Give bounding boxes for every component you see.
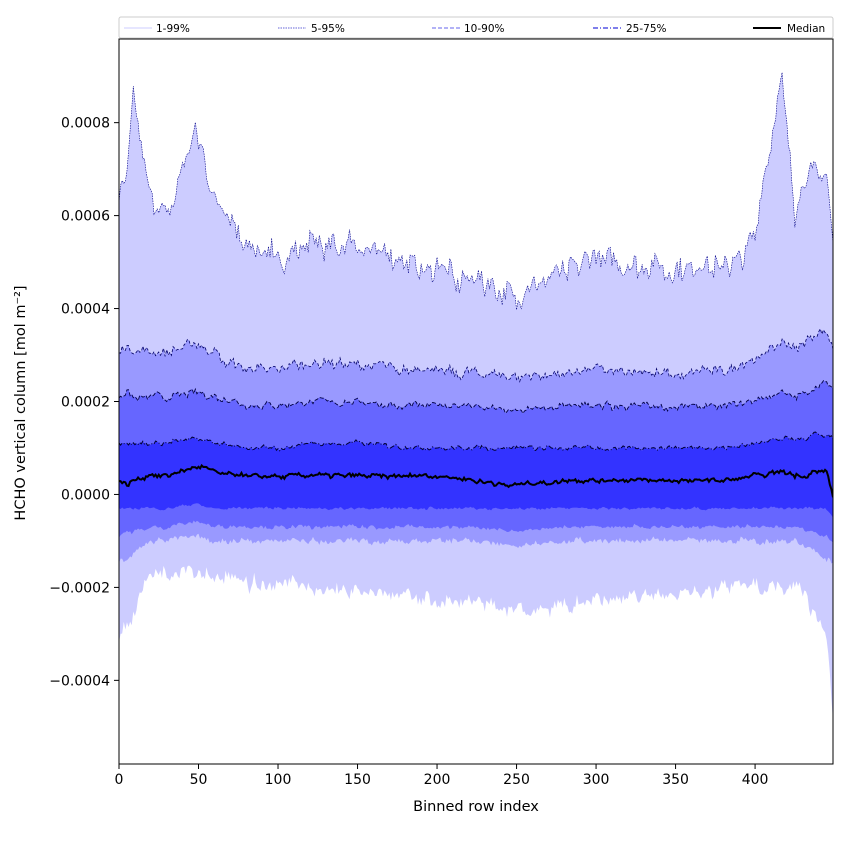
line-upper-5-95pct [119, 327, 833, 383]
y-tick-label: 0.0000 [61, 487, 110, 503]
x-tick-label: 50 [190, 772, 208, 788]
x-axis-label: Binned row index [413, 799, 539, 815]
y-tick-label: 0.0006 [61, 209, 110, 225]
x-tick-label: 350 [662, 772, 689, 788]
y-axis-ticks: −0.0004 −0.0002 0.0000 0.0002 0.0004 0.0006 0.… [49, 116, 119, 689]
legend-label: 1-99% [156, 23, 190, 35]
plot-area [119, 72, 833, 720]
y-tick-label: 0.0002 [61, 395, 110, 411]
band-25-75pct [119, 432, 833, 518]
y-tick-label: 0.0004 [61, 302, 110, 318]
line-upper-1-99pct [119, 72, 833, 310]
y-tick-label: −0.0002 [49, 580, 110, 596]
x-tick-label: 200 [424, 772, 451, 788]
x-tick-label: 400 [742, 772, 769, 788]
x-tick-label: 250 [503, 772, 530, 788]
line-upper-25-75pct [119, 431, 833, 452]
x-tick-label: 150 [344, 772, 371, 788]
legend-label: 25-75% [626, 23, 667, 35]
line-median [119, 463, 833, 498]
legend-label: 5-95% [311, 23, 345, 35]
x-axis-ticks: 0 50 100 150 200 250 300 350 400 [115, 764, 769, 788]
legend-label: Median [787, 23, 825, 35]
line-upper-10-90pct [119, 379, 833, 415]
legend-label: 10-90% [464, 23, 505, 35]
y-axis-label: HCHO vertical column [mol m⁻²] [13, 285, 29, 520]
x-tick-label: 0 [115, 772, 124, 788]
y-tick-label: −0.0004 [49, 673, 110, 689]
y-tick-label: 0.0008 [61, 116, 110, 132]
x-tick-label: 300 [583, 772, 610, 788]
legend: 1-99% 5-95% 10-90% 25-75% Median [118, 16, 834, 39]
legend-box [118, 16, 834, 39]
x-tick-label: 100 [265, 772, 292, 788]
